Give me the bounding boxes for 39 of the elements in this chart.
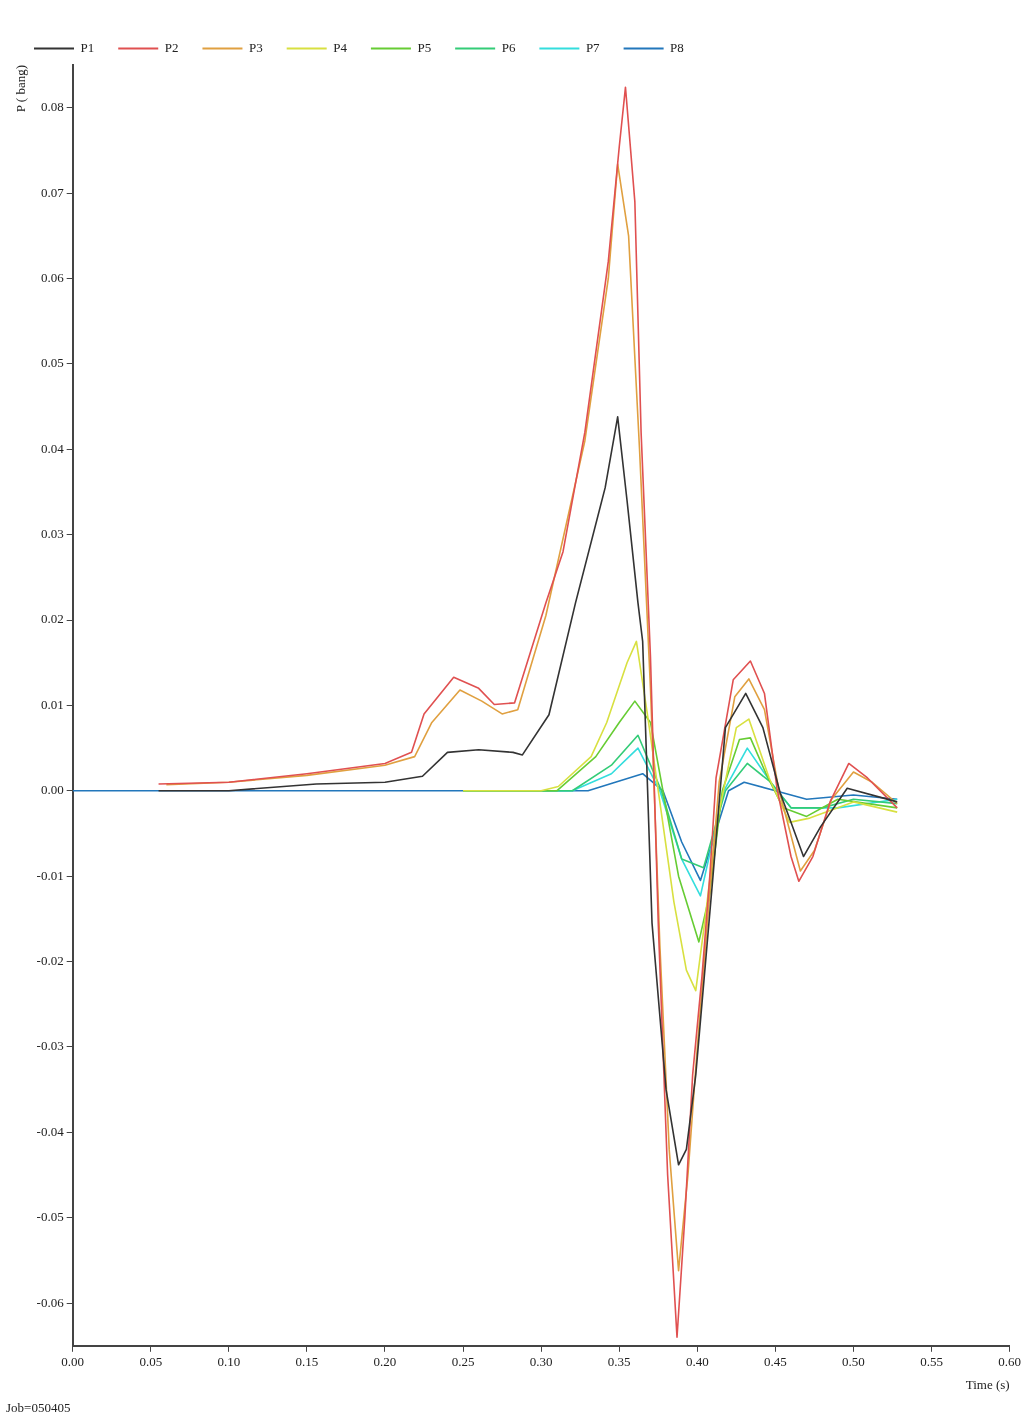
- x-tick-label: 0.00: [61, 1354, 85, 1370]
- x-tick-label: 0.55: [920, 1354, 943, 1370]
- x-tick-label: 0.60: [998, 1354, 1021, 1370]
- x-tick-label: 0.15: [295, 1354, 319, 1370]
- x-tick-label: 0.20: [373, 1354, 397, 1370]
- legend-label: P7: [585, 39, 601, 55]
- text: Job=050405: [6, 1399, 71, 1415]
- y-tick-label: -0.04: [36, 1123, 65, 1139]
- legend-label: P6: [501, 39, 516, 55]
- x-tick-label: 0.25: [451, 1354, 475, 1370]
- y-tick-label: 0.07: [40, 184, 65, 200]
- x-tick-label: 0.35: [607, 1354, 631, 1370]
- x-tick-label: 0.45: [764, 1354, 787, 1370]
- y-tick-label: -0.01: [36, 867, 64, 883]
- y-tick-label: -0.02: [36, 952, 64, 968]
- x-axis-title: Time (s): [965, 1376, 1010, 1392]
- x-tick-label: 0.50: [842, 1354, 865, 1370]
- y-tick-label: 0.00: [40, 782, 64, 798]
- legend-label: P2: [164, 39, 179, 55]
- y-tick-label: -0.03: [36, 1038, 64, 1054]
- y-tick-label: 0.08: [40, 99, 64, 115]
- y-tick-label: 0.01: [40, 696, 64, 712]
- y-tick-label: -0.06: [36, 1294, 65, 1310]
- y-tick-label: 0.02: [40, 611, 64, 627]
- y-tick-label: -0.05: [36, 1209, 64, 1225]
- x-tick-label: 0.40: [685, 1354, 709, 1370]
- y-axis-title: P ( bang): [13, 65, 29, 113]
- legend-label: P1: [80, 39, 95, 55]
- legend-label: P5: [417, 39, 432, 55]
- y-tick-label: 0.04: [40, 440, 65, 456]
- y-tick-label: 0.05: [40, 355, 64, 371]
- legend-label: P4: [333, 39, 348, 55]
- legend-label: P8: [670, 39, 684, 55]
- y-tick-label: 0.03: [40, 526, 64, 542]
- x-tick-label: 0.10: [217, 1354, 241, 1370]
- legend-label: P3: [248, 39, 263, 55]
- y-tick-label: 0.06: [40, 269, 65, 285]
- x-tick-label: 0.30: [529, 1354, 553, 1370]
- x-tick-label: 0.05: [139, 1354, 163, 1370]
